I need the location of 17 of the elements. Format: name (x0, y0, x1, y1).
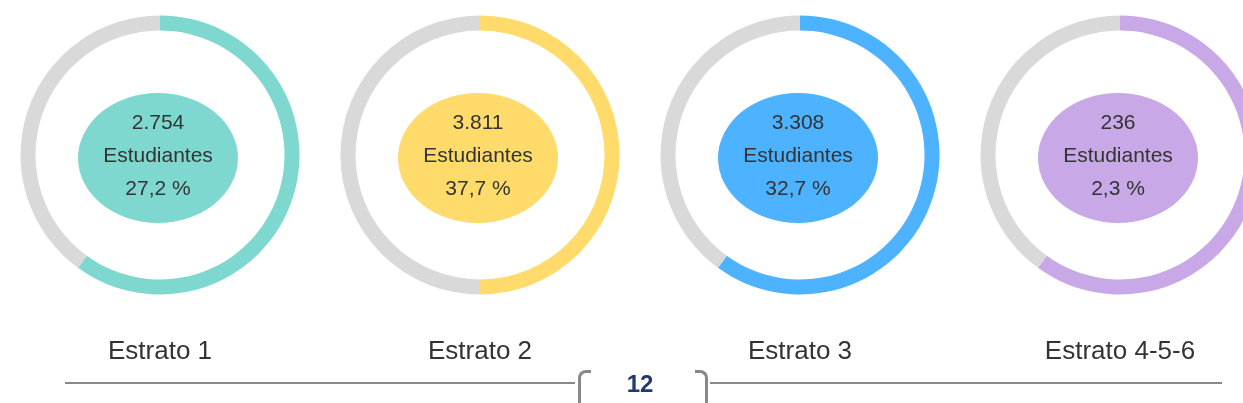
text: 27,2 % (124, 175, 192, 201)
text: 2,3 % (1090, 175, 1146, 201)
text: Estrato 1 (106, 335, 214, 366)
text: Estudiantes (742, 142, 854, 168)
text: 32,7 % (764, 175, 832, 201)
text: 37,7 % (444, 175, 512, 201)
text: 236 (1099, 109, 1137, 135)
text: 12 (626, 370, 654, 397)
text: Estrato 3 (746, 335, 854, 366)
text: Estudiantes (1062, 142, 1174, 168)
text: Estrato 4-5-6 (1043, 335, 1197, 366)
text: 2.754 (130, 109, 186, 135)
text: 3.811 (451, 109, 505, 135)
text: 3.308 (770, 109, 826, 135)
text: Estudiantes (102, 142, 214, 168)
text: Estudiantes (422, 142, 534, 168)
text: Estrato 2 (426, 335, 534, 366)
